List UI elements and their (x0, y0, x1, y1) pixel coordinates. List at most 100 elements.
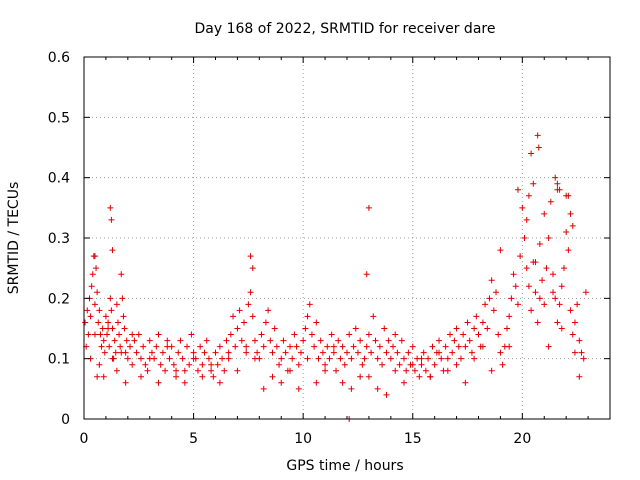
data-point (108, 216, 115, 223)
data-point (359, 361, 366, 368)
data-point (451, 337, 458, 344)
data-point (205, 355, 212, 362)
data-point (471, 325, 478, 332)
data-point (190, 355, 197, 362)
data-point (532, 259, 539, 266)
data-point (319, 349, 326, 356)
data-point (276, 361, 283, 368)
data-point (552, 295, 559, 302)
data-point (534, 132, 541, 139)
data-point (580, 355, 587, 362)
data-point (576, 337, 583, 344)
data-point (499, 361, 506, 368)
data-point (447, 331, 454, 338)
data-point (142, 361, 149, 368)
data-point (488, 367, 495, 374)
data-point (140, 343, 147, 350)
data-point (240, 319, 247, 326)
data-point (582, 289, 589, 296)
data-point (131, 337, 138, 344)
data-point (106, 343, 113, 350)
data-point (280, 337, 287, 344)
data-point (221, 367, 228, 374)
data-point (569, 222, 576, 229)
data-point (87, 313, 94, 320)
data-point (550, 271, 557, 278)
data-point (105, 319, 112, 326)
data-point (558, 325, 565, 332)
data-point (282, 349, 289, 356)
data-point (519, 204, 526, 211)
data-point (493, 289, 500, 296)
data-point (94, 373, 101, 380)
data-point (365, 331, 372, 338)
data-point (304, 355, 311, 362)
data-point (449, 349, 456, 356)
data-point (243, 349, 250, 356)
data-point (541, 210, 548, 217)
data-point (133, 349, 140, 356)
data-point (91, 301, 98, 308)
data-point (146, 337, 153, 344)
data-point (166, 355, 173, 362)
data-point (484, 325, 491, 332)
data-point (506, 343, 513, 350)
data-point (495, 331, 502, 338)
data-point (468, 349, 475, 356)
data-point (348, 355, 355, 362)
data-point (304, 313, 311, 320)
data-point (488, 277, 495, 284)
data-point (175, 349, 182, 356)
data-point (82, 319, 89, 326)
data-point (541, 301, 548, 308)
data-point (394, 349, 401, 356)
data-point (108, 307, 115, 314)
data-point (295, 361, 302, 368)
data-point (350, 343, 357, 350)
data-point (121, 325, 128, 332)
data-point (208, 367, 215, 374)
chart-title: Day 168 of 2022, SRMTID for receiver dar… (195, 21, 496, 37)
data-point (265, 307, 272, 314)
data-point (554, 319, 561, 326)
data-point (438, 355, 445, 362)
data-point (372, 337, 379, 344)
data-point (157, 361, 164, 368)
data-point (210, 373, 217, 380)
data-point (313, 379, 320, 386)
data-point (96, 361, 103, 368)
ticks-layer: 0 0.1 0.2 0.3 0.4 0.5 0.6 0 5 10 15 20 (48, 50, 611, 447)
y-tick-label: 0.3 (48, 231, 70, 247)
data-point (381, 325, 388, 332)
data-point (379, 361, 386, 368)
data-point (85, 331, 92, 338)
data-point (576, 373, 583, 380)
data-point (569, 331, 576, 338)
data-point (363, 343, 370, 350)
data-point (535, 144, 542, 151)
data-point (249, 313, 256, 320)
data-point (113, 367, 120, 374)
data-point (194, 367, 201, 374)
y-tick-label: 0.1 (48, 352, 70, 368)
data-point (245, 301, 252, 308)
data-point (418, 361, 425, 368)
data-point (545, 343, 552, 350)
data-point (324, 343, 331, 350)
data-point (464, 319, 471, 326)
data-point (107, 295, 114, 302)
data-point (506, 313, 513, 320)
data-point (376, 343, 383, 350)
data-point (155, 331, 162, 338)
data-point (357, 337, 364, 344)
data-point (571, 349, 578, 356)
data-point (146, 355, 153, 362)
data-point (159, 349, 166, 356)
data-point (387, 355, 394, 362)
data-point (503, 325, 510, 332)
data-point (91, 253, 98, 260)
data-point (164, 343, 171, 350)
data-point (462, 379, 469, 386)
data-point (525, 192, 532, 199)
data-point (436, 349, 443, 356)
